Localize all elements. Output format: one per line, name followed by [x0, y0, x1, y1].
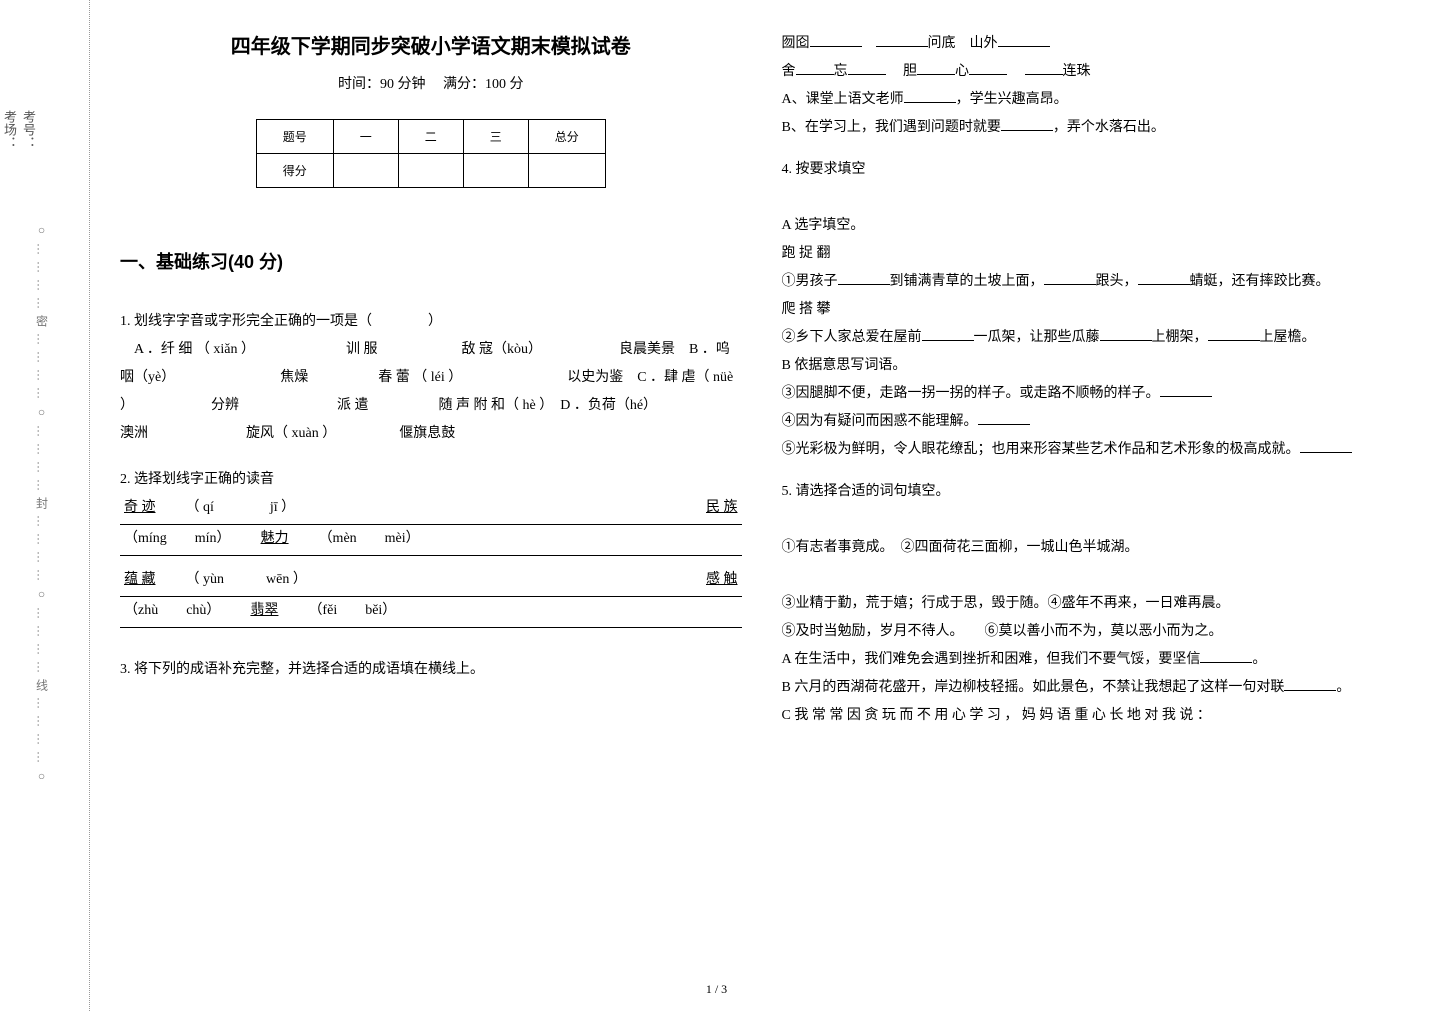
- score-head-3: 三: [463, 120, 528, 154]
- q4-A1: ①男孩子到铺满青草的土坡上面，跟头，蜻蜓，还有摔跤比赛。: [782, 268, 1404, 296]
- q4-B-head: B 依据意思写词语。: [782, 352, 1404, 380]
- q2-py-meili: （mèn mèi）: [319, 525, 420, 553]
- q2-py-ganchu: （zhù chù）: [124, 597, 220, 625]
- question-4: 4. 按要求填空 A 选字填空。 跑 捉 翻 ①男孩子到铺满青草的土坡上面，跟头…: [782, 156, 1404, 464]
- q5-opt-1: ①有志者事竟成。 ②四面荷花三面柳，一城山色半城湖。: [782, 534, 1404, 562]
- q5-opt-2: ③业精于勤，荒于嬉；行成于思，毁于随。④盛年不再来，一日难再晨。: [782, 590, 1404, 618]
- score-cell-3: [463, 154, 528, 188]
- q2-w-qiji: 奇 迹: [124, 494, 156, 522]
- question-3: 3. 将下列的成语补充完整，并选择合适的成语填在横线上。: [120, 656, 742, 684]
- q3-stem: 3. 将下列的成语补充完整，并选择合适的成语填在横线上。: [120, 656, 742, 684]
- q2-row-1: 奇 迹 （ qí jī ） 民 族 （míng mín） 魅力 （mèn mèi…: [120, 494, 742, 556]
- q2-row-2: 蕴 藏 （ yùn wēn ） 感 触 （zhù chù） 翡翠 （fěi bě…: [120, 566, 742, 628]
- q2-stem: 2. 选择划线字正确的读音: [120, 466, 742, 494]
- q1-stem: 1. 划线字字音或字形完全正确的一项是（ ）: [120, 308, 742, 336]
- right-column: 囫囵 问底 山外 舍忘 胆心 连珠 A、课堂上语文老师，学生兴趣高昂。 B、在学…: [782, 30, 1404, 1001]
- q3-idioms: 囫囵 问底 山外 舍忘 胆心 连珠 A、课堂上语文老师，学生兴趣高昂。 B、在学…: [782, 30, 1404, 142]
- score-cell-4: [528, 154, 605, 188]
- question-5: 5. 请选择合适的词句填空。 ①有志者事竟成。 ②四面荷花三面柳，一城山色半城湖…: [782, 478, 1404, 730]
- score-cell-1: [333, 154, 398, 188]
- q2-w-ganchu: 感 触: [706, 566, 738, 594]
- q4-A1-words: 跑 捉 翻: [782, 240, 1404, 268]
- score-row-label: 得分: [256, 154, 333, 188]
- q5-B: B 六月的西湖荷花盛开，岸边柳枝轻摇。如此景色，不禁让我想起了这样一句对联。: [782, 674, 1404, 702]
- section-1-heading: 一、基础练习(40 分): [120, 248, 742, 274]
- gutter-label-room: 考场：: [0, 110, 19, 971]
- score-head-0: 题号: [256, 120, 333, 154]
- q4-B5: ⑤光彩极为鲜明，令人眼花缭乱；也用来形容某些艺术作品和艺术形象的极高成就。: [782, 436, 1404, 464]
- exam-subtitle: 时间：90 分钟 满分：100 分: [120, 73, 742, 93]
- q2-py-qiji: （ qí jī ）: [186, 494, 296, 522]
- left-column: 四年级下学期同步突破小学语文期末模拟试卷 时间：90 分钟 满分：100 分 题…: [120, 30, 742, 1001]
- q2-w-meili: 魅力: [261, 525, 289, 553]
- score-head-1: 一: [333, 120, 398, 154]
- score-cell-2: [398, 154, 463, 188]
- q4-stem: 4. 按要求填空: [782, 156, 1404, 184]
- exam-title: 四年级下学期同步突破小学语文期末模拟试卷: [120, 30, 742, 59]
- q4-A-head: A 选字填空。: [782, 212, 1404, 240]
- q4-B3: ③因腿脚不便，走路一拐一拐的样子。或走路不顺畅的样子。: [782, 380, 1404, 408]
- gutter-labels: 考号： 考场： 姓名： 班级： 学校：: [18, 0, 38, 1011]
- q2-py-yuncang: （ yùn wēn ）: [186, 566, 307, 594]
- question-2: 2. 选择划线字正确的读音 奇 迹 （ qí jī ） 民 族 （míng mí…: [120, 466, 742, 638]
- gutter-label-examno: 考号：: [19, 110, 38, 971]
- q2-py-minzu: （míng mín）: [124, 525, 231, 553]
- page-number: 1 / 3: [706, 982, 727, 997]
- binding-gutter: ○…………密…………○…………封…………○…………线…………○ 考号： 考场： …: [0, 0, 90, 1011]
- q4-A2-words: 爬 搭 攀: [782, 296, 1404, 324]
- score-head-4: 总分: [528, 120, 605, 154]
- q5-opt-3: ⑤及时当勉励，岁月不待人。 ⑥莫以善小而不为，莫以恶小而为之。: [782, 618, 1404, 646]
- q2-w-feicui: 翡翠: [250, 597, 278, 625]
- q2-w-minzu: 民 族: [706, 494, 738, 522]
- q5-A: A 在生活中，我们难免会遇到挫折和困难，但我们不要气馁，要坚信。: [782, 646, 1404, 674]
- score-table: 题号 一 二 三 总分 得分: [256, 119, 606, 188]
- q5-stem: 5. 请选择合适的词句填空。: [782, 478, 1404, 506]
- question-1: 1. 划线字字音或字形完全正确的一项是（ ） A ．纤 细 （ xiǎn ） 训…: [120, 308, 742, 448]
- q4-B4: ④因为有疑问而困惑不能理解。: [782, 408, 1404, 436]
- q4-A2: ②乡下人家总爱在屋前一瓜架，让那些瓜藤上棚架，上屋檐。: [782, 324, 1404, 352]
- q2-w-yuncang: 蕴 藏: [124, 566, 156, 594]
- q1-choices: A ．纤 细 （ xiǎn ） 训 服 敌 寇（kòu） 良晨美景 B ．呜咽（…: [120, 336, 742, 448]
- q5-C: C 我 常 常 因 贪 玩 而 不 用 心 学 习 ， 妈 妈 语 重 心 长 …: [782, 702, 1404, 730]
- score-head-2: 二: [398, 120, 463, 154]
- q2-py-feicui: （fěi běi）: [308, 597, 396, 625]
